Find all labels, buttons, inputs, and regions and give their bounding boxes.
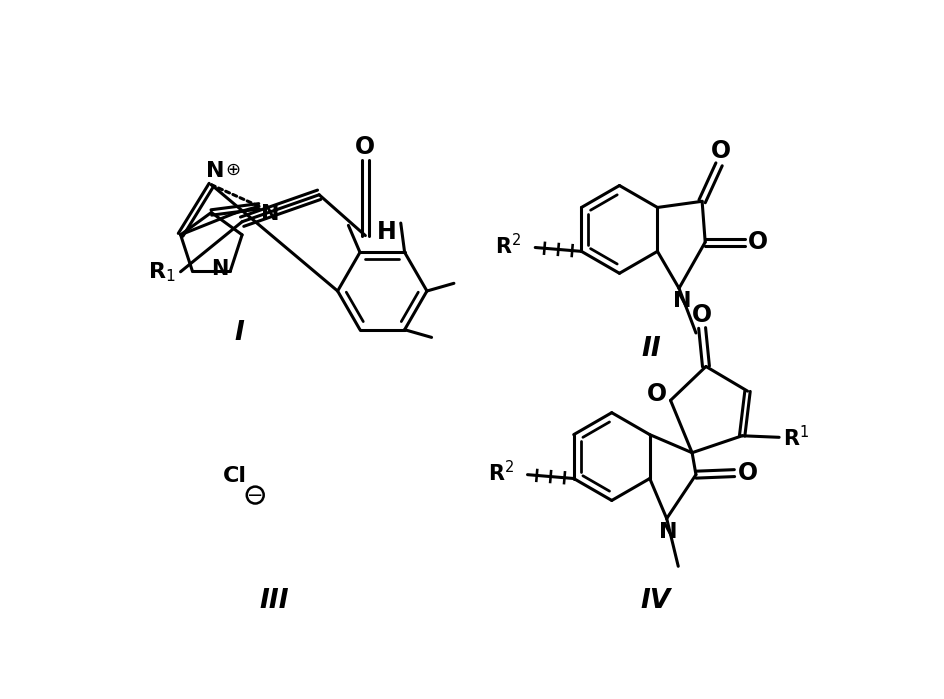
Text: II: II (641, 336, 661, 362)
Text: Cl: Cl (222, 466, 246, 486)
Text: R$_1$: R$_1$ (148, 260, 176, 284)
Text: N: N (658, 521, 677, 542)
Text: I: I (235, 320, 244, 347)
Text: −: − (246, 486, 263, 505)
Text: N: N (206, 161, 225, 181)
Text: O: O (748, 230, 767, 254)
Text: O: O (736, 461, 757, 485)
Text: R$^2$: R$^2$ (487, 460, 514, 485)
Text: IV: IV (640, 588, 670, 614)
Text: R$^1$: R$^1$ (783, 425, 808, 450)
Text: O: O (710, 139, 730, 164)
Text: O: O (646, 382, 666, 406)
Text: H: H (377, 219, 396, 244)
Text: N: N (211, 259, 228, 280)
Text: O: O (355, 135, 375, 159)
Text: O: O (691, 303, 712, 327)
Text: III: III (260, 588, 289, 614)
Text: N: N (261, 204, 279, 224)
Text: ⊕: ⊕ (226, 160, 241, 178)
Text: R$^2$: R$^2$ (495, 233, 521, 258)
Text: N: N (672, 291, 691, 312)
